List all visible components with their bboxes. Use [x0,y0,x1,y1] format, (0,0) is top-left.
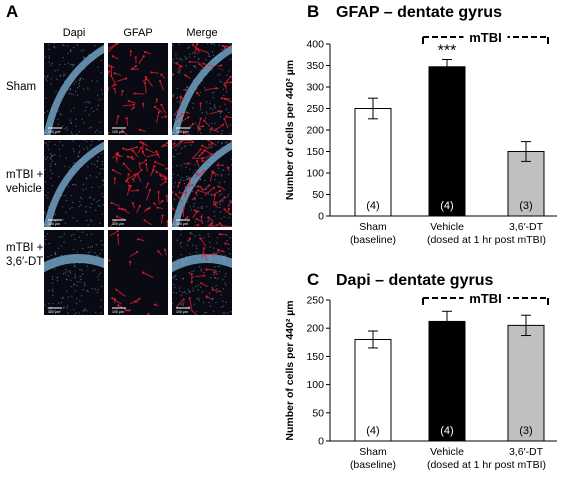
chart-b-error-bar-1 [368,97,378,120]
svg-text:100 µm: 100 µm [48,130,60,134]
chart-c-bar-2 [428,320,466,442]
chart-b-y-tick-label: 100 [306,168,324,180]
chart-b-bar-3 [507,151,545,217]
chart-c-category-label-3: 3,6′-DT [509,446,544,458]
micrograph-dapi-row-3: 100 µm [44,230,104,315]
svg-text:100 µm: 100 µm [176,130,188,134]
chart-b-error-bar-3 [521,141,531,162]
micrograph-gfap-row-1: 100 µm [108,43,168,135]
chart-b-y-tick-label: 0 [318,211,324,223]
chart-c-category-label-2: Vehicle [430,446,464,458]
chart-b-n-label-2: (4) [440,200,453,212]
micrograph-merge-row-1: 100 µm [172,43,232,135]
chart-b-dosing-note: (dosed at 1 hr post mTBI) [427,234,546,246]
chart-c-mtbi-bracket [422,290,549,305]
column-header-dapi: Dapi [62,27,86,39]
chart-b-bar-1 [354,108,392,217]
chart-b-y-tick-label: 50 [312,189,324,201]
micrograph-merge-row-2: 100 µm [172,140,232,227]
chart-b-mtbi-bracket [422,29,549,44]
chart-c-y-tick-label: 50 [312,407,324,419]
chart-b-y-tick-label: 350 [306,60,324,72]
chart-b-category-label-1: Sham (baseline) [350,221,396,246]
chart-c-error-bar-2 [442,310,452,333]
row-label-mtbi-vehicle: mTBI + vehicle [6,169,44,195]
micrograph-merge-row-3: 100 µm [172,230,232,315]
chart-b-n-label-1: (4) [366,200,379,212]
chart-c-title: Dapi – dentate gyrus [336,272,494,289]
chart-b-title: GFAP – dentate gyrus [336,4,502,21]
chart-b-y-axis-label: Number of cells per 440² µm [284,60,296,200]
micrograph-dapi-row-2: 100 µm [44,140,104,227]
chart-b-y-tick-label: 250 [306,103,324,115]
chart-b-y-tick-label: 150 [306,146,324,158]
chart-c-y-tick-label: 0 [318,436,324,448]
svg-text:100 µm: 100 µm [112,130,124,134]
chart-c-bar-1 [354,338,392,442]
chart-b-bar-2 [428,66,466,217]
chart-c-n-label-1: (4) [366,425,379,437]
svg-text:100 µm: 100 µm [176,310,188,314]
chart-b-category-label-2: Vehicle [430,221,464,233]
chart-b-category-label-3: 3,6′-DT [509,221,544,233]
svg-text:100 µm: 100 µm [48,222,60,226]
chart-b-group-label: mTBI [469,30,502,45]
micrograph-gfap-row-2: 100 µm [108,140,168,227]
chart-b-y-tick-label: 400 [306,39,324,51]
svg-text:100 µm: 100 µm [112,310,124,314]
chart-c: 0 50 100 150 200 250 Number of cells per 440² … [284,290,557,471]
chart-c-y-tick-label: 250 [306,295,324,307]
panel-b-letter: B [307,2,320,21]
micrograph-gfap-row-3: 100 µm [108,230,168,315]
column-header-merge: Merge [186,27,218,39]
chart-c-error-bar-3 [521,314,531,337]
svg-text:100 µm: 100 µm [176,222,188,226]
chart-c-dosing-note: (dosed at 1 hr post mTBI) [427,459,546,471]
svg-text:100 µm: 100 µm [112,222,124,226]
chart-c-n-label-3: (3) [519,425,532,437]
panel-a-letter: A [6,2,19,21]
row-label-mtbi-36dt: mTBI +3,6′-DT [6,242,44,268]
chart-c-y-tick-label: 200 [306,323,324,335]
chart-b-y-tick-label: 300 [306,82,324,94]
chart-c-bar-3 [507,324,545,442]
row-label-sham: Sham [6,81,37,93]
chart-c-error-bar-1 [368,330,378,349]
chart-c-n-label-2: (4) [440,425,453,437]
column-header-gfap: GFAP [123,27,153,39]
chart-c-y-axis-label: Number of cells per 440² µm [284,300,296,440]
micrograph-dapi-row-1: 100 µm [44,43,104,135]
panel-c-letter: C [307,270,320,289]
chart-b-error-bar-2 [442,58,452,75]
chart-b-y-tick-label: 200 [306,125,324,137]
chart-c-y-tick-label: 100 [306,379,324,391]
chart-b: 0 50 100 150 200 250 300 350 400 Number of cells … [284,29,557,246]
chart-c-group-label: mTBI [469,291,502,306]
chart-b-significance-stars: *** [438,42,457,59]
svg-text:100 µm: 100 µm [48,310,60,314]
chart-c-y-tick-label: 150 [306,351,324,363]
chart-b-n-label-3: (3) [519,200,532,212]
chart-c-category-label-1: Sham (baseline) [350,446,396,471]
